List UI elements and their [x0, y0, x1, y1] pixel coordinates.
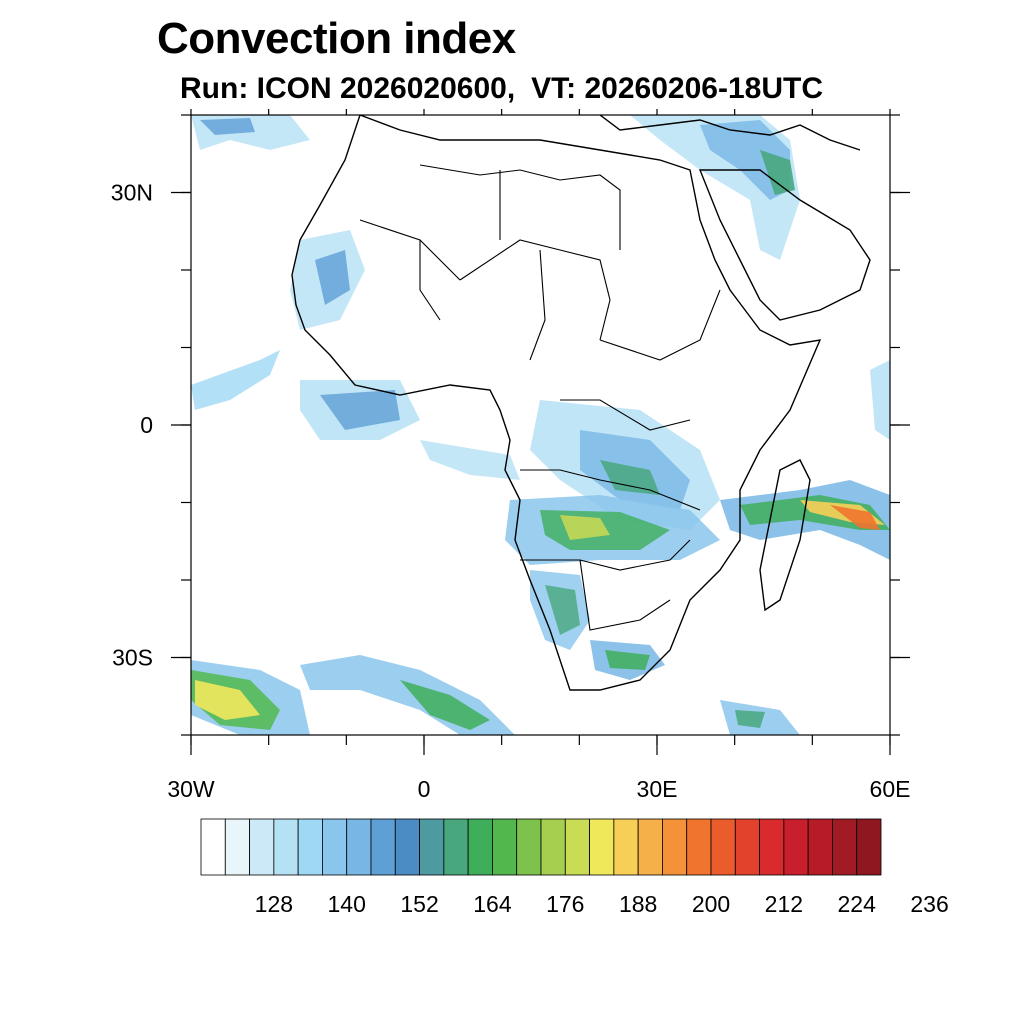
- colorbar-swatch: [322, 818, 348, 876]
- coastlines: [291, 115, 871, 691]
- colorbar-swatch: [564, 818, 590, 876]
- colorbar-label: 176: [546, 891, 584, 917]
- map-title: Convection index: [157, 14, 516, 63]
- convection-shading: [191, 115, 890, 735]
- colorbar-swatch: [419, 818, 445, 876]
- valid-time-label: VT: 20260206-18UTC: [531, 72, 823, 105]
- lat-tick-label: 30N: [111, 180, 153, 206]
- colorbar-swatch: [443, 818, 469, 876]
- lon-tick-label: 60E: [870, 776, 911, 802]
- colorbar-swatch: [297, 818, 323, 876]
- lat-tick-label: 0: [140, 412, 153, 438]
- colorbar-swatch: [832, 818, 858, 876]
- colorbar-swatch: [662, 818, 688, 876]
- map-subtitle: Run: ICON 2026020600, VT: 20260206-18UTC: [180, 72, 823, 106]
- colorbar-swatch: [613, 818, 639, 876]
- colorbar-label: 128: [255, 891, 293, 917]
- colorbar-swatch: [394, 818, 420, 876]
- colorbar-label: 140: [328, 891, 366, 917]
- country-borders: [359, 164, 721, 631]
- colorbar-label: 212: [765, 891, 803, 917]
- lon-tick-label: 30W: [167, 776, 215, 802]
- colorbar-label: 236: [910, 891, 948, 917]
- africa-coastline: [291, 115, 822, 691]
- colorbar-swatch: [686, 818, 712, 876]
- colorbar-swatch: [249, 818, 275, 876]
- arabia-coastline: [698, 169, 871, 321]
- colorbar-swatch: [783, 818, 809, 876]
- colorbar-swatch: [492, 818, 518, 876]
- run-label: Run: ICON 2026020600,: [180, 72, 516, 105]
- colorbar-swatch: [346, 818, 372, 876]
- colorbar-swatch: [370, 818, 396, 876]
- colorbar-swatch: [856, 818, 882, 876]
- colorbar-label: 152: [400, 891, 438, 917]
- colorbar-swatch: [759, 818, 785, 876]
- colorbar-swatch: [734, 818, 760, 876]
- colorbar-label: 200: [692, 891, 730, 917]
- colorbar-swatch: [224, 818, 250, 876]
- colorbar-swatch: [467, 818, 493, 876]
- mediterranean-coastline: [599, 115, 861, 151]
- madagascar-coastline: [759, 459, 811, 612]
- colorbar-label: 188: [619, 891, 657, 917]
- lon-tick-label: 30E: [637, 776, 678, 802]
- lat-tick-label: 30S: [112, 645, 153, 671]
- colorbar-swatch: [540, 818, 566, 876]
- colorbar-swatch: [637, 818, 663, 876]
- colorbar: 128 140 152 164 176 188 200 212 224 236: [200, 818, 949, 917]
- colorbar-swatch: [200, 818, 226, 876]
- axis-ticks: 30W 0 30E 60E 30N 0 30S: [111, 109, 911, 802]
- lon-tick-label: 0: [418, 776, 431, 802]
- colorbar-swatch: [273, 818, 299, 876]
- colorbar-label: 164: [473, 891, 512, 917]
- colorbar-swatch: [710, 818, 736, 876]
- colorbar-swatch: [516, 818, 542, 876]
- colorbar-swatch: [807, 818, 833, 876]
- colorbar-swatch: [589, 818, 615, 876]
- colorbar-label: 224: [838, 891, 877, 917]
